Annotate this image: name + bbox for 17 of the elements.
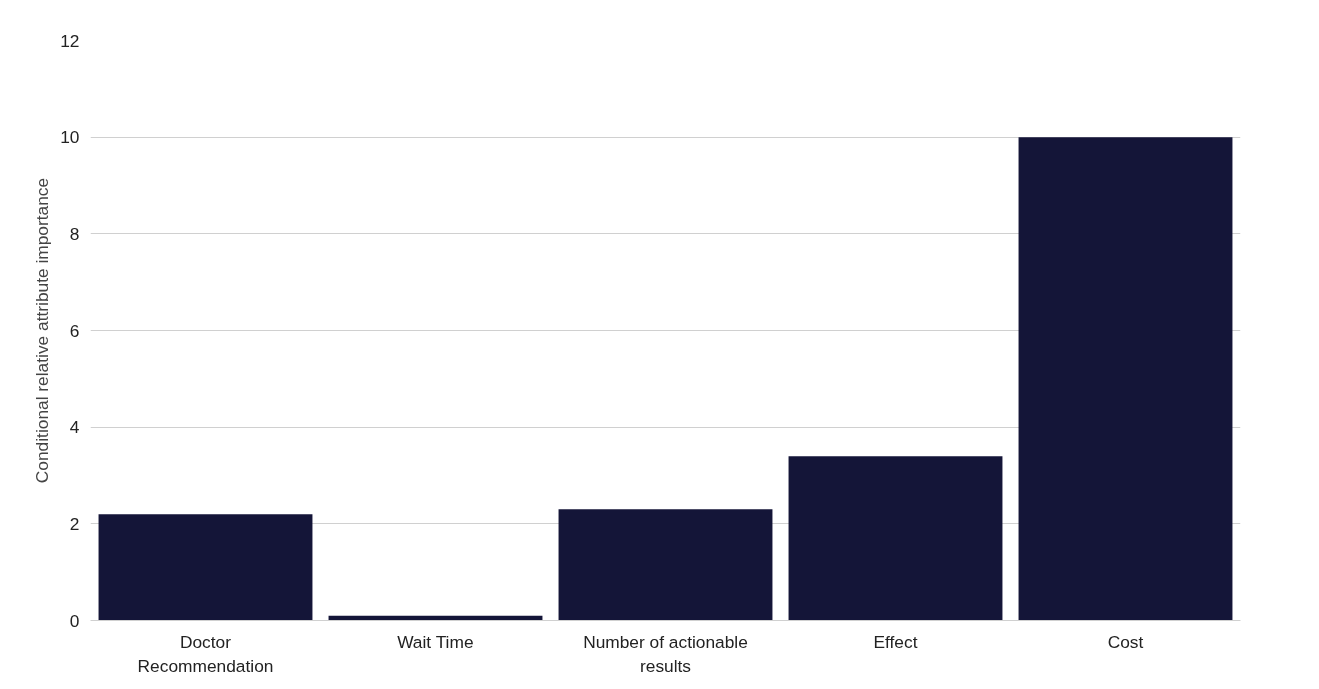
- y-axis-title: Conditional relative attribute importance: [32, 177, 53, 484]
- y-tick-label: 2: [69, 513, 80, 534]
- bar: [558, 509, 773, 621]
- bar: [98, 514, 313, 621]
- y-tick-label: 10: [60, 127, 80, 148]
- x-tick-label: Number of actionable results: [583, 631, 748, 676]
- bar: [1018, 137, 1233, 621]
- y-tick-label: 12: [60, 30, 80, 51]
- x-tick-label: Wait Time: [397, 631, 474, 652]
- y-tick-label: 4: [69, 417, 80, 438]
- bar: [788, 456, 1003, 621]
- y-tick-label: 0: [69, 610, 80, 631]
- x-tick-label: Cost: [1107, 631, 1144, 652]
- x-tick-label: Effect: [873, 631, 918, 652]
- y-tick-label: 6: [69, 320, 80, 341]
- x-tick-label: Doctor Recommendation: [137, 631, 274, 676]
- y-tick-label: 8: [69, 223, 80, 244]
